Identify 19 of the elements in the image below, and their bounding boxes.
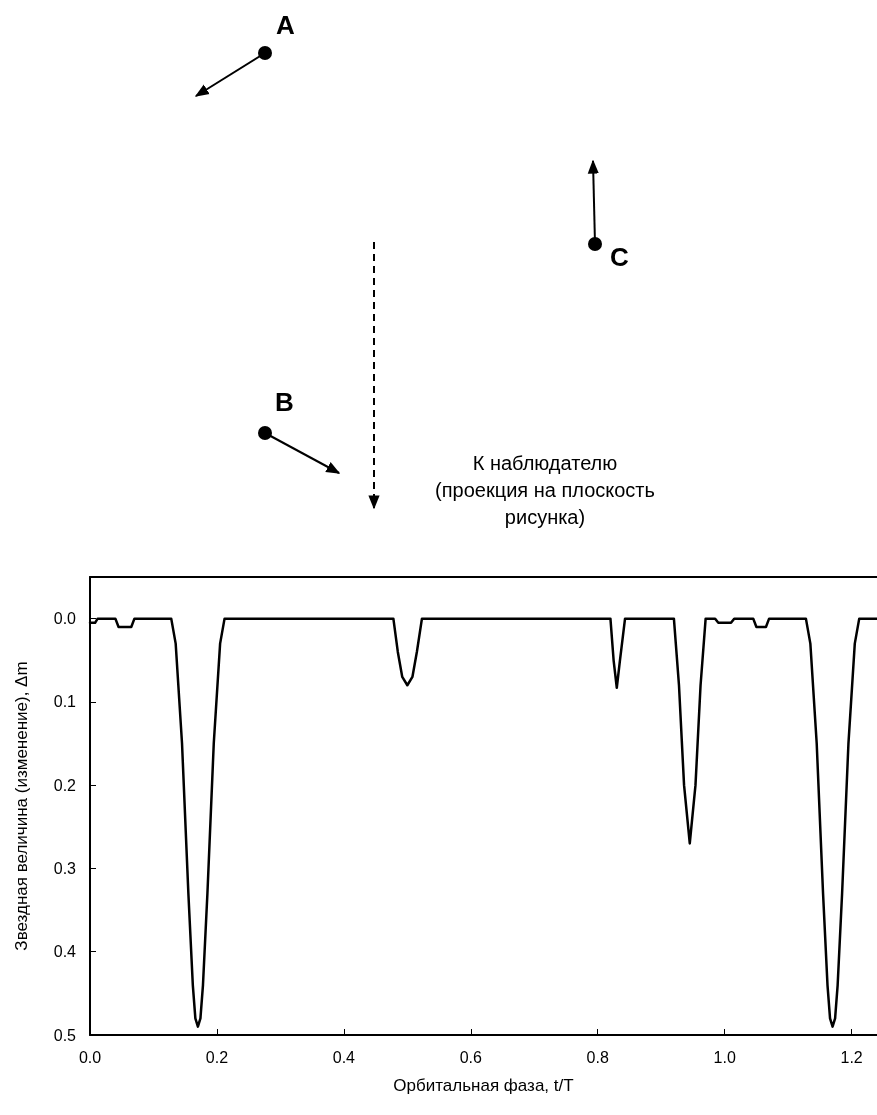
text: К наблюдателю (проекция на плоскость рисунка) (434, 451, 656, 530)
x-tick-label: 0.8 (586, 1048, 609, 1066)
x-tick-label: 0.2 (205, 1048, 229, 1066)
x-tick-label: 0.4 (332, 1048, 356, 1066)
y-tick-label: 0.0 (53, 610, 77, 628)
x-tick-label: 0.6 (459, 1048, 483, 1066)
text: C (610, 242, 629, 273)
y-tick-label: 0.1 (53, 693, 77, 711)
x-tick-label: 0.0 (78, 1048, 102, 1066)
y-axis-title: Звездная величина (изменение), Δm (12, 661, 31, 951)
y-tick-label: 0.5 (53, 1026, 77, 1044)
y-tick-label: 0.2 (53, 776, 77, 794)
y-tick-label: 0.4 (53, 943, 77, 961)
y-tick-label: 0.3 (53, 859, 77, 877)
x-tick-label: 1.0 (713, 1048, 736, 1066)
text: A (276, 10, 295, 41)
x-axis-title: Орбитальная фаза, t/T (393, 1076, 574, 1095)
x-tick-label: 1.2 (840, 1048, 863, 1066)
text: B (275, 387, 294, 418)
